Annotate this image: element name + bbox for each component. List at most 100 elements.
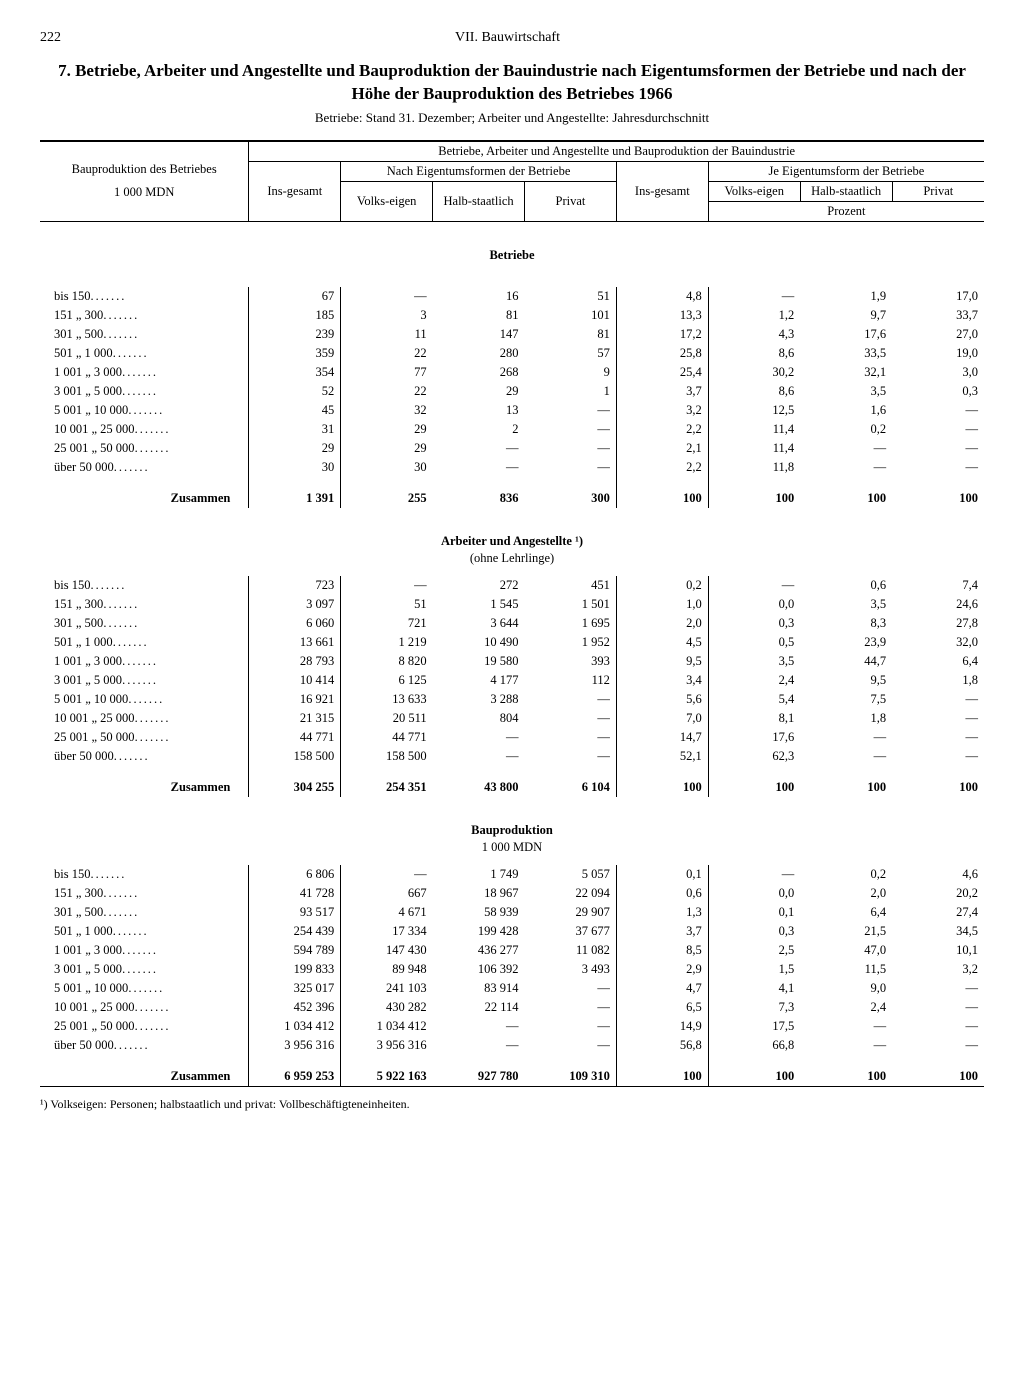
- cell: 3,0: [892, 363, 984, 382]
- table-body: Betriebebis 150.......67—16514,8—1,917,0…: [40, 221, 984, 1086]
- cell: —: [800, 458, 892, 477]
- row-label: 1 001 „ 3 000.......: [40, 941, 249, 960]
- cell: —: [800, 1036, 892, 1055]
- cell: 17,5: [708, 1017, 800, 1036]
- table-row: 25 001 „ 50 000.......1 034 4121 034 412…: [40, 1017, 984, 1036]
- sum-cell: 6 104: [525, 766, 617, 797]
- cell: 2,4: [800, 998, 892, 1017]
- cell: 3 288: [433, 690, 525, 709]
- cell: 0,1: [708, 903, 800, 922]
- cell: —: [708, 865, 800, 884]
- cell: —: [800, 747, 892, 766]
- sum-row: Zusammen6 959 2535 922 163927 780109 310…: [40, 1055, 984, 1087]
- cell: 29: [433, 382, 525, 401]
- table-row: 501 „ 1 000.......13 6611 21910 4901 952…: [40, 633, 984, 652]
- cell: 4 671: [341, 903, 433, 922]
- cell: 67: [249, 287, 341, 306]
- cell: 14,7: [616, 728, 708, 747]
- sum-cell: 927 780: [433, 1055, 525, 1087]
- cell: 1,2: [708, 306, 800, 325]
- cell: 11,4: [708, 439, 800, 458]
- cell: —: [892, 439, 984, 458]
- row-label: 5 001 „ 10 000.......: [40, 979, 249, 998]
- cell: 44,7: [800, 652, 892, 671]
- row-label: 10 001 „ 25 000.......: [40, 709, 249, 728]
- section-title: Bauproduktion: [40, 797, 984, 840]
- cell: 6,5: [616, 998, 708, 1017]
- table-row: 5 001 „ 10 000.......325 017241 10383 91…: [40, 979, 984, 998]
- cell: 21,5: [800, 922, 892, 941]
- cell: 354: [249, 363, 341, 382]
- cell: 11,8: [708, 458, 800, 477]
- table-row: 1 001 „ 3 000.......35477268925,430,232,…: [40, 363, 984, 382]
- cell: 56,8: [616, 1036, 708, 1055]
- cell: 2,1: [616, 439, 708, 458]
- cell: —: [892, 458, 984, 477]
- row-label: 5 001 „ 10 000.......: [40, 690, 249, 709]
- cell: 52,1: [616, 747, 708, 766]
- cell: 17,6: [708, 728, 800, 747]
- cell: —: [525, 998, 617, 1017]
- cell: —: [892, 1017, 984, 1036]
- cell: 1 034 412: [341, 1017, 433, 1036]
- cell: 6 060: [249, 614, 341, 633]
- header-prozent: Prozent: [708, 201, 984, 221]
- cell: 13 661: [249, 633, 341, 652]
- cell: 22 114: [433, 998, 525, 1017]
- table-subtitle: Betriebe: Stand 31. Dezember; Arbeiter u…: [40, 110, 984, 126]
- header-nach: Nach Eigentumsformen der Betriebe: [341, 161, 617, 181]
- sum-cell: 100: [800, 1055, 892, 1087]
- cell: 101: [525, 306, 617, 325]
- cell: 44 771: [341, 728, 433, 747]
- cell: —: [800, 1017, 892, 1036]
- header-left-top: Bauproduktion des Betriebes: [46, 162, 242, 177]
- cell: 1,8: [892, 671, 984, 690]
- section-subtitle: 1 000 MDN: [40, 840, 984, 865]
- cell: 9,7: [800, 306, 892, 325]
- header-super: Betriebe, Arbeiter und Angestellte und B…: [249, 141, 984, 162]
- sum-row: Zusammen304 255254 35143 8006 1041001001…: [40, 766, 984, 797]
- cell: —: [525, 439, 617, 458]
- cell: 199 833: [249, 960, 341, 979]
- sum-cell: 100: [708, 477, 800, 508]
- cell: 0,2: [616, 576, 708, 595]
- row-label: 25 001 „ 50 000.......: [40, 1017, 249, 1036]
- cell: 158 500: [341, 747, 433, 766]
- sum-row: Zusammen1 391255836300100100100100: [40, 477, 984, 508]
- sum-label: Zusammen: [40, 766, 249, 797]
- cell: 10 414: [249, 671, 341, 690]
- cell: 81: [433, 306, 525, 325]
- table-row: bis 150.......67—16514,8—1,917,0: [40, 287, 984, 306]
- row-label: über 50 000.......: [40, 747, 249, 766]
- cell: 45: [249, 401, 341, 420]
- section-title: Arbeiter und Angestellte ¹): [40, 508, 984, 551]
- cell: 0,6: [800, 576, 892, 595]
- cell: 51: [341, 595, 433, 614]
- row-label: 151 „ 300.......: [40, 306, 249, 325]
- cell: 1 545: [433, 595, 525, 614]
- cell: 3,4: [616, 671, 708, 690]
- cell: 1 501: [525, 595, 617, 614]
- cell: —: [525, 420, 617, 439]
- cell: —: [433, 458, 525, 477]
- cell: —: [708, 287, 800, 306]
- cell: 0,0: [708, 595, 800, 614]
- cell: —: [525, 690, 617, 709]
- cell: —: [433, 728, 525, 747]
- cell: 51: [525, 287, 617, 306]
- cell: 31: [249, 420, 341, 439]
- row-label: bis 150.......: [40, 576, 249, 595]
- cell: 723: [249, 576, 341, 595]
- table-row: 151 „ 300.......41 72866718 96722 0940,6…: [40, 884, 984, 903]
- cell: 0,2: [800, 865, 892, 884]
- cell: 12,5: [708, 401, 800, 420]
- cell: —: [525, 458, 617, 477]
- cell: 37 677: [525, 922, 617, 941]
- cell: 199 428: [433, 922, 525, 941]
- cell: 2,4: [708, 671, 800, 690]
- cell: 112: [525, 671, 617, 690]
- row-label: 1 001 „ 3 000.......: [40, 652, 249, 671]
- cell: 23,9: [800, 633, 892, 652]
- row-label: 301 „ 500.......: [40, 903, 249, 922]
- row-label: 5 001 „ 10 000.......: [40, 401, 249, 420]
